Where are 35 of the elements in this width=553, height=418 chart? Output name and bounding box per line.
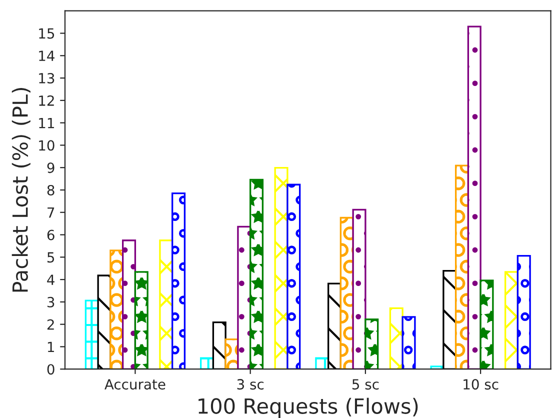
y-tick-label: 3 <box>47 296 54 308</box>
bar <box>134 271 148 370</box>
y-tick-label: 0 <box>47 364 54 375</box>
x-tick-label: 5 sc <box>352 379 379 390</box>
bar <box>467 26 482 370</box>
x-axis-title: 100 Requests (Flows) <box>198 398 418 418</box>
y-tick-label: 5 <box>47 252 54 263</box>
y-tick-label: 13 <box>39 73 54 84</box>
x-tick-label: Accurate <box>104 379 166 390</box>
bar <box>249 178 264 370</box>
y-tick-label: 2 <box>47 319 54 330</box>
y-tick-label: 9 <box>47 162 54 174</box>
y-tick-label: 6 <box>47 230 54 240</box>
y-tick-label: 10 <box>39 140 54 151</box>
bar <box>402 316 416 370</box>
bar <box>274 166 288 370</box>
y-tick-label: 4 <box>47 274 54 285</box>
bar <box>364 318 379 370</box>
y-tick-label: 14 <box>39 50 54 61</box>
bar <box>212 321 226 370</box>
y-tick-label: 12 <box>39 95 54 106</box>
bar <box>286 184 301 370</box>
y-tick-label: 11 <box>39 118 54 128</box>
y-tick-label: 1 <box>48 342 54 352</box>
y-tick-label: 8 <box>47 184 54 196</box>
y-tick-label: 15 <box>39 28 54 39</box>
bar <box>171 192 186 370</box>
y-tick-label: 7 <box>48 208 54 218</box>
y-axis-title: Packet Lost (%) (PL) <box>12 88 30 292</box>
bar <box>122 240 136 370</box>
bar <box>480 280 494 370</box>
bar <box>352 208 366 370</box>
bar <box>516 254 531 370</box>
x-tick-label: 3 sc <box>237 379 264 390</box>
x-tick-label: 10 sc <box>464 379 498 390</box>
